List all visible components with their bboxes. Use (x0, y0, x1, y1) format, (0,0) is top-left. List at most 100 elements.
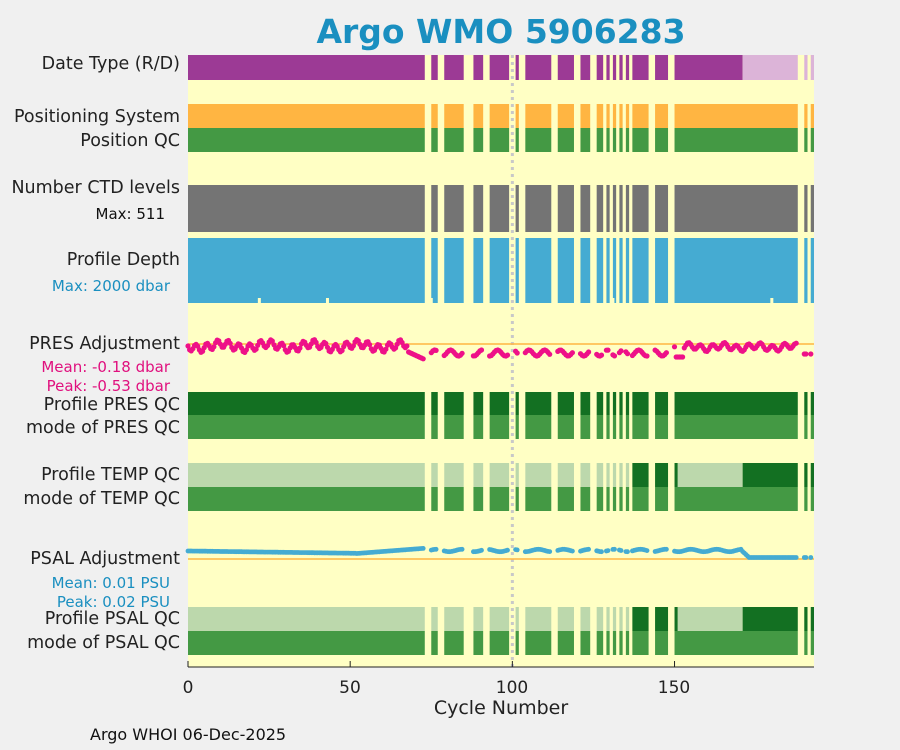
bar-profile-depth-2000-6 (525, 238, 552, 303)
bar-profile-temp-qc-A-2 (674, 463, 678, 487)
bar-mode-pres-qc-1-5 (515, 415, 519, 439)
depth-notch-2 (429, 298, 433, 303)
bar-mode-psal-qc-1-10 (606, 631, 610, 655)
x-tick-label-100: 100 (495, 678, 529, 698)
bar-mode-temp-qc-1-13 (625, 487, 630, 511)
row-label-date-type: Date Type (R/D) (41, 54, 180, 74)
bar-profile-pres-qc-A-16 (674, 392, 798, 415)
bar-date-type-D-2 (810, 55, 814, 80)
bar-profile-psal-qc-B-11 (612, 607, 617, 631)
psal-adjustment-point-243 (664, 546, 669, 552)
bar-profile-depth-2000-9 (596, 238, 604, 303)
bar-profile-pres-qc-A-15 (655, 392, 669, 415)
bar-profile-pres-qc-A-11 (612, 392, 617, 415)
bar-profile-depth-2000-5 (515, 238, 519, 303)
bar-profile-temp-qc-B-0 (188, 463, 425, 487)
bar-date-type-R-11 (612, 55, 617, 80)
pres-adjustment-point-219 (605, 347, 611, 353)
bar-mode-temp-qc-1-8 (580, 487, 591, 511)
bar-mode-temp-qc-1-4 (489, 487, 510, 511)
bar-profile-psal-qc-B-2 (444, 607, 464, 631)
plot-background (188, 55, 814, 667)
bar-date-type-R-6 (525, 55, 552, 80)
bar-profile-psal-qc-B-4 (489, 607, 510, 631)
bar-profile-psal-qc-A-2 (810, 607, 814, 631)
bar-profile-pres-qc-A-12 (619, 392, 623, 415)
bar-positioning-system-GPS-5 (515, 104, 519, 128)
bar-profile-depth-2000-10 (606, 238, 610, 303)
bar-ctd-levels-levels-8 (580, 185, 591, 232)
x-tick-label-0: 0 (182, 678, 194, 698)
bar-position-qc-1-10 (606, 128, 610, 152)
bar-profile-temp-qc-B-0 (677, 463, 743, 487)
bar-profile-psal-qc-B-3 (473, 607, 484, 631)
bar-mode-temp-qc-1-17 (804, 487, 808, 511)
bar-profile-pres-qc-A-1 (431, 392, 438, 415)
bar-profile-temp-qc-B-12 (619, 463, 623, 487)
bar-profile-psal-qc-B-0 (188, 607, 425, 631)
bar-mode-psal-qc-1-6 (525, 631, 552, 655)
bar-positioning-system-GPS-6 (525, 104, 552, 128)
pres-adjustment-point-221 (611, 353, 618, 359)
psal-adjustment-peak-note: Peak: 0.02 PSU (56, 593, 170, 611)
bar-profile-psal-qc-B-12 (619, 607, 623, 631)
bar-ctd-levels-levels-3 (473, 185, 484, 232)
bar-profile-pres-qc-A-17 (804, 392, 808, 415)
psal-adjustment-point-161 (459, 546, 465, 552)
row-label-mode-pres-qc: mode of PRES QC (25, 418, 180, 438)
bar-profile-temp-qc-B-10 (606, 463, 610, 487)
bar-ctd-levels-levels-17 (804, 185, 808, 232)
bar-profile-depth-2000-4 (489, 238, 510, 303)
bar-profile-depth-2000-15 (655, 238, 669, 303)
bar-mode-pres-qc-1-10 (606, 415, 610, 439)
bar-profile-pres-qc-A-14 (632, 392, 649, 415)
bar-positioning-system-GPS-9 (596, 104, 604, 128)
bar-profile-depth-2000-7 (557, 238, 574, 303)
bar-mode-temp-qc-1-6 (525, 487, 552, 511)
bar-position-qc-1-12 (619, 128, 623, 152)
bar-mode-pres-qc-1-1 (431, 415, 438, 439)
bar-mode-psal-qc-1-15 (655, 631, 669, 655)
pres-adjustment-point-235 (644, 353, 650, 359)
psal-adjustment-point-167 (479, 547, 484, 553)
bar-positioning-system-GPS-10 (606, 104, 610, 128)
bar-mode-psal-qc-1-0 (188, 631, 425, 655)
pres-adjustment-point-16 (211, 344, 217, 350)
bar-mode-psal-qc-1-7 (557, 631, 574, 655)
bar-mode-temp-qc-1-3 (473, 487, 484, 511)
bar-profile-psal-qc-A-0 (742, 607, 798, 631)
bar-position-qc-1-18 (810, 128, 814, 152)
psal-adjustment-point-223 (618, 548, 624, 553)
pres-adjustment-point-161 (459, 350, 465, 356)
bar-profile-depth-2000-2 (444, 238, 464, 303)
pres-adjustment-point-95 (339, 347, 345, 354)
bar-mode-pres-qc-1-14 (632, 415, 649, 439)
x-tick-label-150: 150 (657, 678, 691, 698)
bar-ctd-levels-levels-0 (188, 185, 425, 232)
bar-mode-psal-qc-1-16 (674, 631, 798, 655)
bar-mode-temp-qc-1-2 (444, 487, 464, 511)
bar-profile-temp-qc-A-1 (804, 463, 808, 487)
bar-mode-psal-qc-1-4 (489, 631, 510, 655)
bar-mode-temp-qc-1-0 (188, 487, 425, 511)
bar-ctd-levels-levels-10 (606, 185, 610, 232)
pres-adjustment-point-135 (404, 343, 410, 349)
bar-mode-psal-qc-1-14 (632, 631, 649, 655)
bar-position-qc-1-7 (557, 128, 574, 152)
bar-profile-temp-qc-B-5 (515, 463, 519, 487)
bar-ctd-levels-levels-13 (625, 185, 630, 232)
bar-profile-psal-qc-A-1 (804, 607, 808, 631)
pres-adjustment-mean-note: Mean: -0.18 dbar (41, 358, 170, 376)
bar-positioning-system-GPS-7 (557, 104, 574, 128)
bar-profile-pres-qc-A-10 (606, 392, 610, 415)
pres-adjustment-point-102 (350, 343, 356, 349)
bar-positioning-system-GPS-15 (655, 104, 669, 128)
depth-notch-0 (257, 298, 261, 303)
bar-mode-psal-qc-1-11 (612, 631, 617, 655)
depth-notch-4 (611, 298, 615, 303)
bar-position-qc-1-6 (525, 128, 552, 152)
bar-mode-pres-qc-1-11 (612, 415, 617, 439)
row-label-psal-adjustment: PSAL Adjustment (30, 549, 180, 569)
footer-credit: Argo WHOI 06-Dec-2025 (90, 725, 287, 744)
pres-adjustment-point-167 (478, 347, 485, 353)
